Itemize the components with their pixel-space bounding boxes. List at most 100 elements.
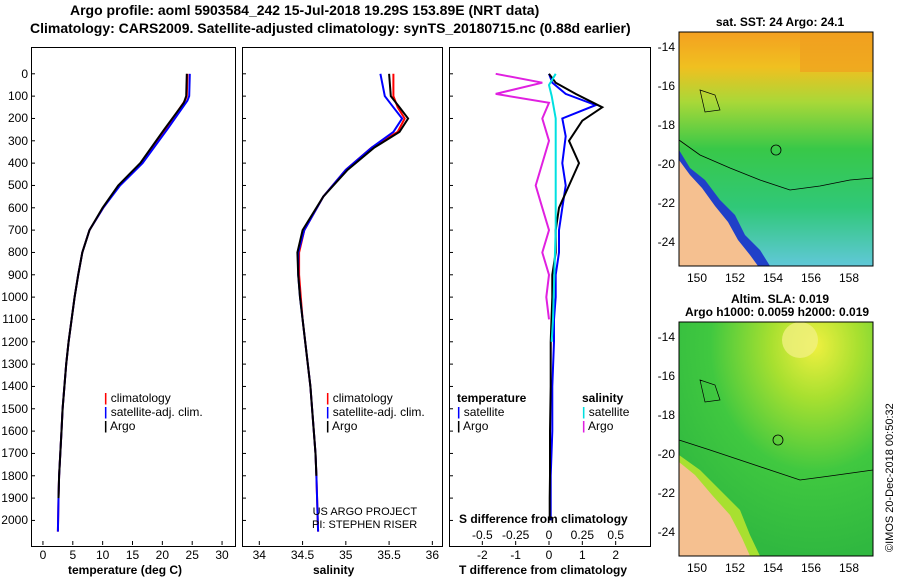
depth-tick-label: 100 bbox=[7, 89, 28, 104]
sla-frame bbox=[678, 321, 874, 557]
map-lat-label: -18 bbox=[657, 118, 675, 132]
map-lon-label: 152 bbox=[724, 561, 746, 575]
s-tick-label: 0 bbox=[545, 528, 553, 542]
sla-map bbox=[678, 321, 874, 557]
map-lon-label: 154 bbox=[762, 561, 784, 575]
sla-reef-circle bbox=[772, 434, 784, 446]
sst-warm-patch bbox=[800, 32, 873, 72]
difference-legend-s: salinity | satellite | Argo bbox=[582, 391, 630, 433]
series-line-t-satellite bbox=[548, 73, 599, 521]
sst-map-title: sat. SST: 24 Argo: 24.1 bbox=[715, 15, 845, 29]
difference-plot bbox=[449, 72, 617, 545]
x-tick-label: -2 bbox=[476, 548, 488, 562]
s-tick-label: -0.5 bbox=[471, 528, 493, 542]
title-line1: Argo profile: aoml 5903584_242 15-Jul-20… bbox=[70, 2, 540, 18]
map-lat-label: -20 bbox=[657, 157, 675, 171]
salinity-xlabel: salinity bbox=[313, 563, 355, 577]
s-difference-label: S difference from climatology bbox=[459, 512, 628, 526]
map-lat-label: -18 bbox=[657, 408, 675, 422]
x-tick-label: 20 bbox=[155, 548, 170, 562]
map-lat-label: -24 bbox=[657, 235, 675, 249]
depth-tick-label: 800 bbox=[7, 245, 28, 260]
series-line-s-satellite bbox=[547, 73, 557, 342]
x-tick-label: 25 bbox=[185, 548, 199, 562]
series-line-s-argo bbox=[495, 72, 551, 320]
sst-reef-circle bbox=[770, 144, 782, 156]
depth-tick-label: 900 bbox=[7, 267, 28, 282]
map-lon-label: 154 bbox=[762, 271, 784, 285]
temperature-legend: | climatology | satellite-adj. clim. | A… bbox=[104, 391, 203, 433]
x-tick-label: 35.5 bbox=[377, 548, 401, 562]
depth-tick-label: 1400 bbox=[1, 379, 28, 394]
depth-tick-label: 1700 bbox=[1, 446, 28, 461]
s-tick-label: -0.25 bbox=[501, 528, 530, 542]
x-tick-label: 30 bbox=[215, 548, 229, 562]
depth-tick-label: 2000 bbox=[1, 513, 28, 528]
map-lat-label: -14 bbox=[657, 40, 675, 54]
depth-tick-label: 700 bbox=[7, 223, 28, 238]
depth-tick-label: 1200 bbox=[1, 334, 28, 349]
sla-map-title1: Altim. SLA: 0.019 bbox=[730, 292, 830, 306]
legend-satellite: | satellite-adj. clim. bbox=[104, 405, 203, 419]
sla-high bbox=[782, 322, 818, 358]
depth-tick-label: 200 bbox=[7, 111, 28, 126]
depth-tick-label: 1000 bbox=[1, 290, 28, 305]
x-tick-label: 35 bbox=[339, 548, 353, 562]
map-lat-label: -22 bbox=[657, 196, 675, 210]
depth-tick-label: 1300 bbox=[1, 357, 28, 372]
difference-legend-t: temperature | satellite | Argo bbox=[457, 391, 527, 433]
x-tick-label: 36 bbox=[425, 548, 440, 562]
depth-tick-label: 0 bbox=[21, 66, 28, 81]
x-tick-label: -1 bbox=[510, 548, 521, 562]
sst-map bbox=[678, 31, 874, 267]
depth-tick-label: 1100 bbox=[2, 312, 28, 327]
sst-frame bbox=[678, 31, 874, 267]
x-tick-label: 5 bbox=[69, 548, 77, 562]
map-lon-label: 152 bbox=[724, 271, 746, 285]
depth-tick-label: 1500 bbox=[1, 401, 28, 416]
difference-xlabel: T difference from climatology bbox=[459, 563, 628, 577]
temperature-panel-frame bbox=[31, 47, 236, 547]
map-lat-label: -22 bbox=[657, 486, 675, 500]
x-tick-label: 2 bbox=[612, 548, 619, 562]
depth-tick-label: 1600 bbox=[1, 424, 28, 439]
sla-reef bbox=[699, 379, 721, 403]
sla-map-title2: Argo h1000: 0.0059 h2000: 0.019 bbox=[684, 305, 870, 319]
depth-tick-label: 500 bbox=[7, 178, 28, 193]
series-line-argo bbox=[296, 73, 410, 476]
map-lon-label: 158 bbox=[838, 561, 860, 575]
difference-panel-frame bbox=[449, 47, 651, 547]
title-line2: Climatology: CARS2009. Satellite-adjuste… bbox=[30, 20, 631, 36]
depth-tick-label: 400 bbox=[7, 156, 28, 171]
salinity-legend: | climatology | satellite-adj. clim. | A… bbox=[326, 391, 425, 433]
salinity-panel-frame bbox=[242, 47, 443, 547]
series-line-argo bbox=[57, 73, 188, 499]
temperature-xlabel: temperature (deg C) bbox=[68, 563, 183, 577]
temperature-plot bbox=[31, 73, 223, 545]
sst-reef bbox=[699, 89, 721, 113]
legend-argo: | Argo bbox=[104, 419, 136, 433]
map-lon-label: 158 bbox=[838, 271, 860, 285]
x-tick-label: 0 bbox=[39, 548, 47, 562]
legend-argo: | Argo bbox=[326, 419, 358, 433]
map-lat-label: -16 bbox=[657, 369, 675, 383]
x-tick-label: 0 bbox=[545, 548, 553, 562]
x-tick-label: 1 bbox=[578, 548, 586, 562]
legend-satellite: | satellite-adj. clim. bbox=[326, 405, 425, 419]
salinity-plot bbox=[242, 73, 433, 545]
imos-footer: ©IMOS 20-Dec-2018 00:50:32 bbox=[884, 403, 896, 552]
map-lon-label: 156 bbox=[800, 271, 822, 285]
legend-climatology: | climatology bbox=[326, 391, 393, 405]
legend-climatology: | climatology bbox=[104, 391, 171, 405]
s-tick-label: 0.25 bbox=[570, 528, 594, 542]
s-tick-label: 0.5 bbox=[607, 528, 624, 542]
sst-contour bbox=[678, 139, 874, 191]
project-credit: US ARGO PROJECT PI: STEPHEN RISER bbox=[312, 506, 418, 531]
map-lon-label: 156 bbox=[800, 561, 822, 575]
depth-tick-label: 1800 bbox=[1, 468, 28, 483]
x-tick-label: 15 bbox=[125, 548, 140, 562]
sst-land bbox=[679, 160, 758, 266]
x-tick-label: 34.5 bbox=[290, 548, 315, 562]
